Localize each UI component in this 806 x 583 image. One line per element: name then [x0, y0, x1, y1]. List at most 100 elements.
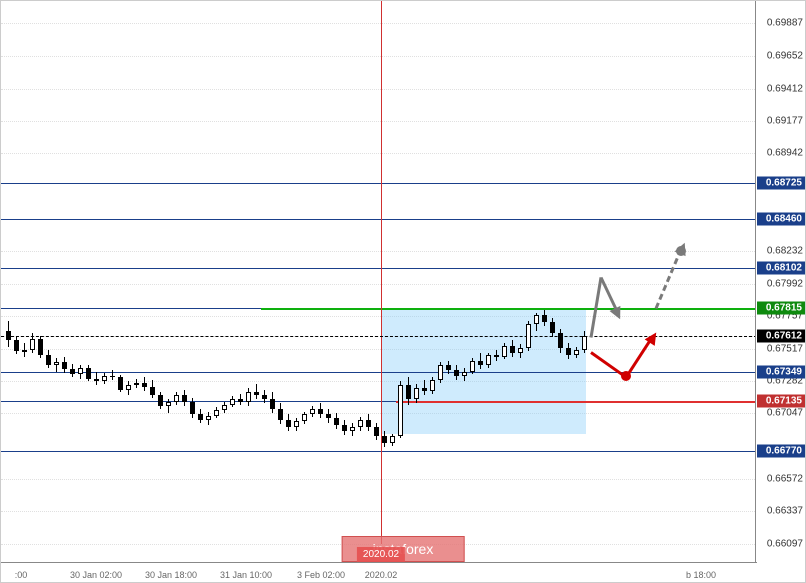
- candle-body: [158, 395, 163, 406]
- horizontal-level-line: [261, 308, 757, 310]
- price-level-label: 0.68725: [757, 176, 805, 189]
- y-tick-label: 0.69177: [757, 115, 803, 126]
- x-tick-label: 30 Jan 18:00: [145, 570, 197, 580]
- grid-line: [1, 23, 757, 24]
- horizontal-level-line: [1, 451, 757, 452]
- horizontal-level-line: [396, 401, 757, 403]
- horizontal-level-line: [1, 183, 757, 184]
- y-tick-label: 0.68942: [757, 148, 803, 159]
- candle-body: [78, 368, 83, 375]
- candle-body: [566, 348, 571, 355]
- price-level-label: 0.68102: [757, 262, 805, 275]
- candle-body: [502, 346, 507, 357]
- candle-body: [526, 324, 531, 349]
- grid-line: [1, 153, 757, 154]
- y-axis: 0.69887 0.69652 0.69412 0.69177 0.68942 0.687…: [755, 1, 805, 583]
- candle-body: [214, 410, 219, 415]
- candle-body: [318, 409, 323, 414]
- candle-body: [222, 405, 227, 410]
- price-level-label: 0.67815: [757, 301, 805, 314]
- candle-body: [366, 420, 371, 427]
- x-tick-label: b 18:00: [686, 570, 716, 580]
- x-tick-label: 31 Jan 10:00: [220, 570, 272, 580]
- candle-body: [254, 392, 259, 395]
- candle-body: [310, 409, 315, 414]
- candle-body: [294, 421, 299, 426]
- candle-body: [470, 361, 475, 372]
- candle-wick: [56, 358, 57, 372]
- candle-body: [174, 395, 179, 402]
- candle-body: [286, 420, 291, 427]
- grid-line: [1, 413, 757, 414]
- candle-body: [406, 385, 411, 399]
- y-tick-label: 0.66097: [757, 538, 803, 549]
- candle-body: [30, 339, 35, 350]
- candle-body: [86, 368, 91, 379]
- candle-body: [350, 427, 355, 431]
- candle-body: [342, 425, 347, 430]
- grid-line: [1, 251, 757, 252]
- candle-body: [198, 414, 203, 419]
- scenario-dot: [676, 246, 686, 256]
- candle-body: [94, 379, 99, 382]
- candle-body: [14, 340, 19, 351]
- candle-body: [166, 402, 171, 406]
- price-level-label: 0.67349: [757, 365, 805, 378]
- candle-body: [542, 315, 547, 322]
- highlight-region: [381, 308, 586, 434]
- candle-body: [326, 414, 331, 418]
- candle-body: [302, 414, 307, 421]
- candle-body: [358, 420, 363, 427]
- current-price-line: [1, 336, 757, 337]
- candle-body: [62, 362, 67, 369]
- y-tick-label: 0.68232: [757, 245, 803, 256]
- candle-body: [462, 372, 467, 376]
- candle-body: [422, 388, 427, 391]
- grid-line: [1, 284, 757, 285]
- y-tick-label: 0.67517: [757, 343, 803, 354]
- candle-body: [550, 322, 555, 333]
- horizontal-level-line: [1, 219, 757, 220]
- candle-body: [150, 387, 155, 395]
- candle-body: [518, 348, 523, 352]
- candle-body: [574, 350, 579, 355]
- grid-line: [1, 511, 757, 512]
- candle-body: [134, 383, 139, 386]
- grid-line: [1, 381, 757, 382]
- candle-body: [438, 365, 443, 380]
- y-tick-label: 0.66337: [757, 505, 803, 516]
- candle-body: [22, 350, 27, 352]
- grid-line: [1, 121, 757, 122]
- horizontal-level-line: [1, 268, 757, 269]
- y-tick-label: 0.69652: [757, 50, 803, 61]
- forex-chart: 0.69887 0.69652 0.69412 0.69177 0.68942 0.687…: [0, 0, 806, 583]
- grid-line: [1, 316, 757, 317]
- candle-body: [486, 355, 491, 365]
- candle-body: [126, 385, 131, 389]
- candle-body: [534, 315, 539, 323]
- y-tick-label: 0.69412: [757, 83, 803, 94]
- candle-body: [334, 418, 339, 425]
- grid-line: [1, 89, 757, 90]
- candle-body: [46, 355, 51, 365]
- candle-body: [206, 416, 211, 420]
- candle-body: [398, 385, 403, 436]
- candle-body: [6, 331, 11, 341]
- x-tick-label: 30 Jan 02:00: [70, 570, 122, 580]
- candle-body: [494, 355, 499, 356]
- x-tick-label: 3 Feb 02:00: [297, 570, 345, 580]
- projection-arrow: [655, 249, 683, 309]
- candle-body: [414, 388, 419, 399]
- candle-body: [38, 339, 43, 355]
- candle-body: [118, 377, 123, 389]
- plot-area[interactable]: [1, 1, 757, 564]
- y-tick-label: 0.69887: [757, 18, 803, 29]
- price-level-label: 0.68460: [757, 213, 805, 226]
- price-level-label: 0.67612: [757, 329, 805, 342]
- candle-body: [278, 409, 283, 420]
- candle-body: [102, 376, 107, 381]
- date-marker: 2020.02: [357, 547, 405, 562]
- grid-line: [1, 56, 757, 57]
- projection-arrow: [600, 276, 618, 309]
- candle-body: [182, 395, 187, 402]
